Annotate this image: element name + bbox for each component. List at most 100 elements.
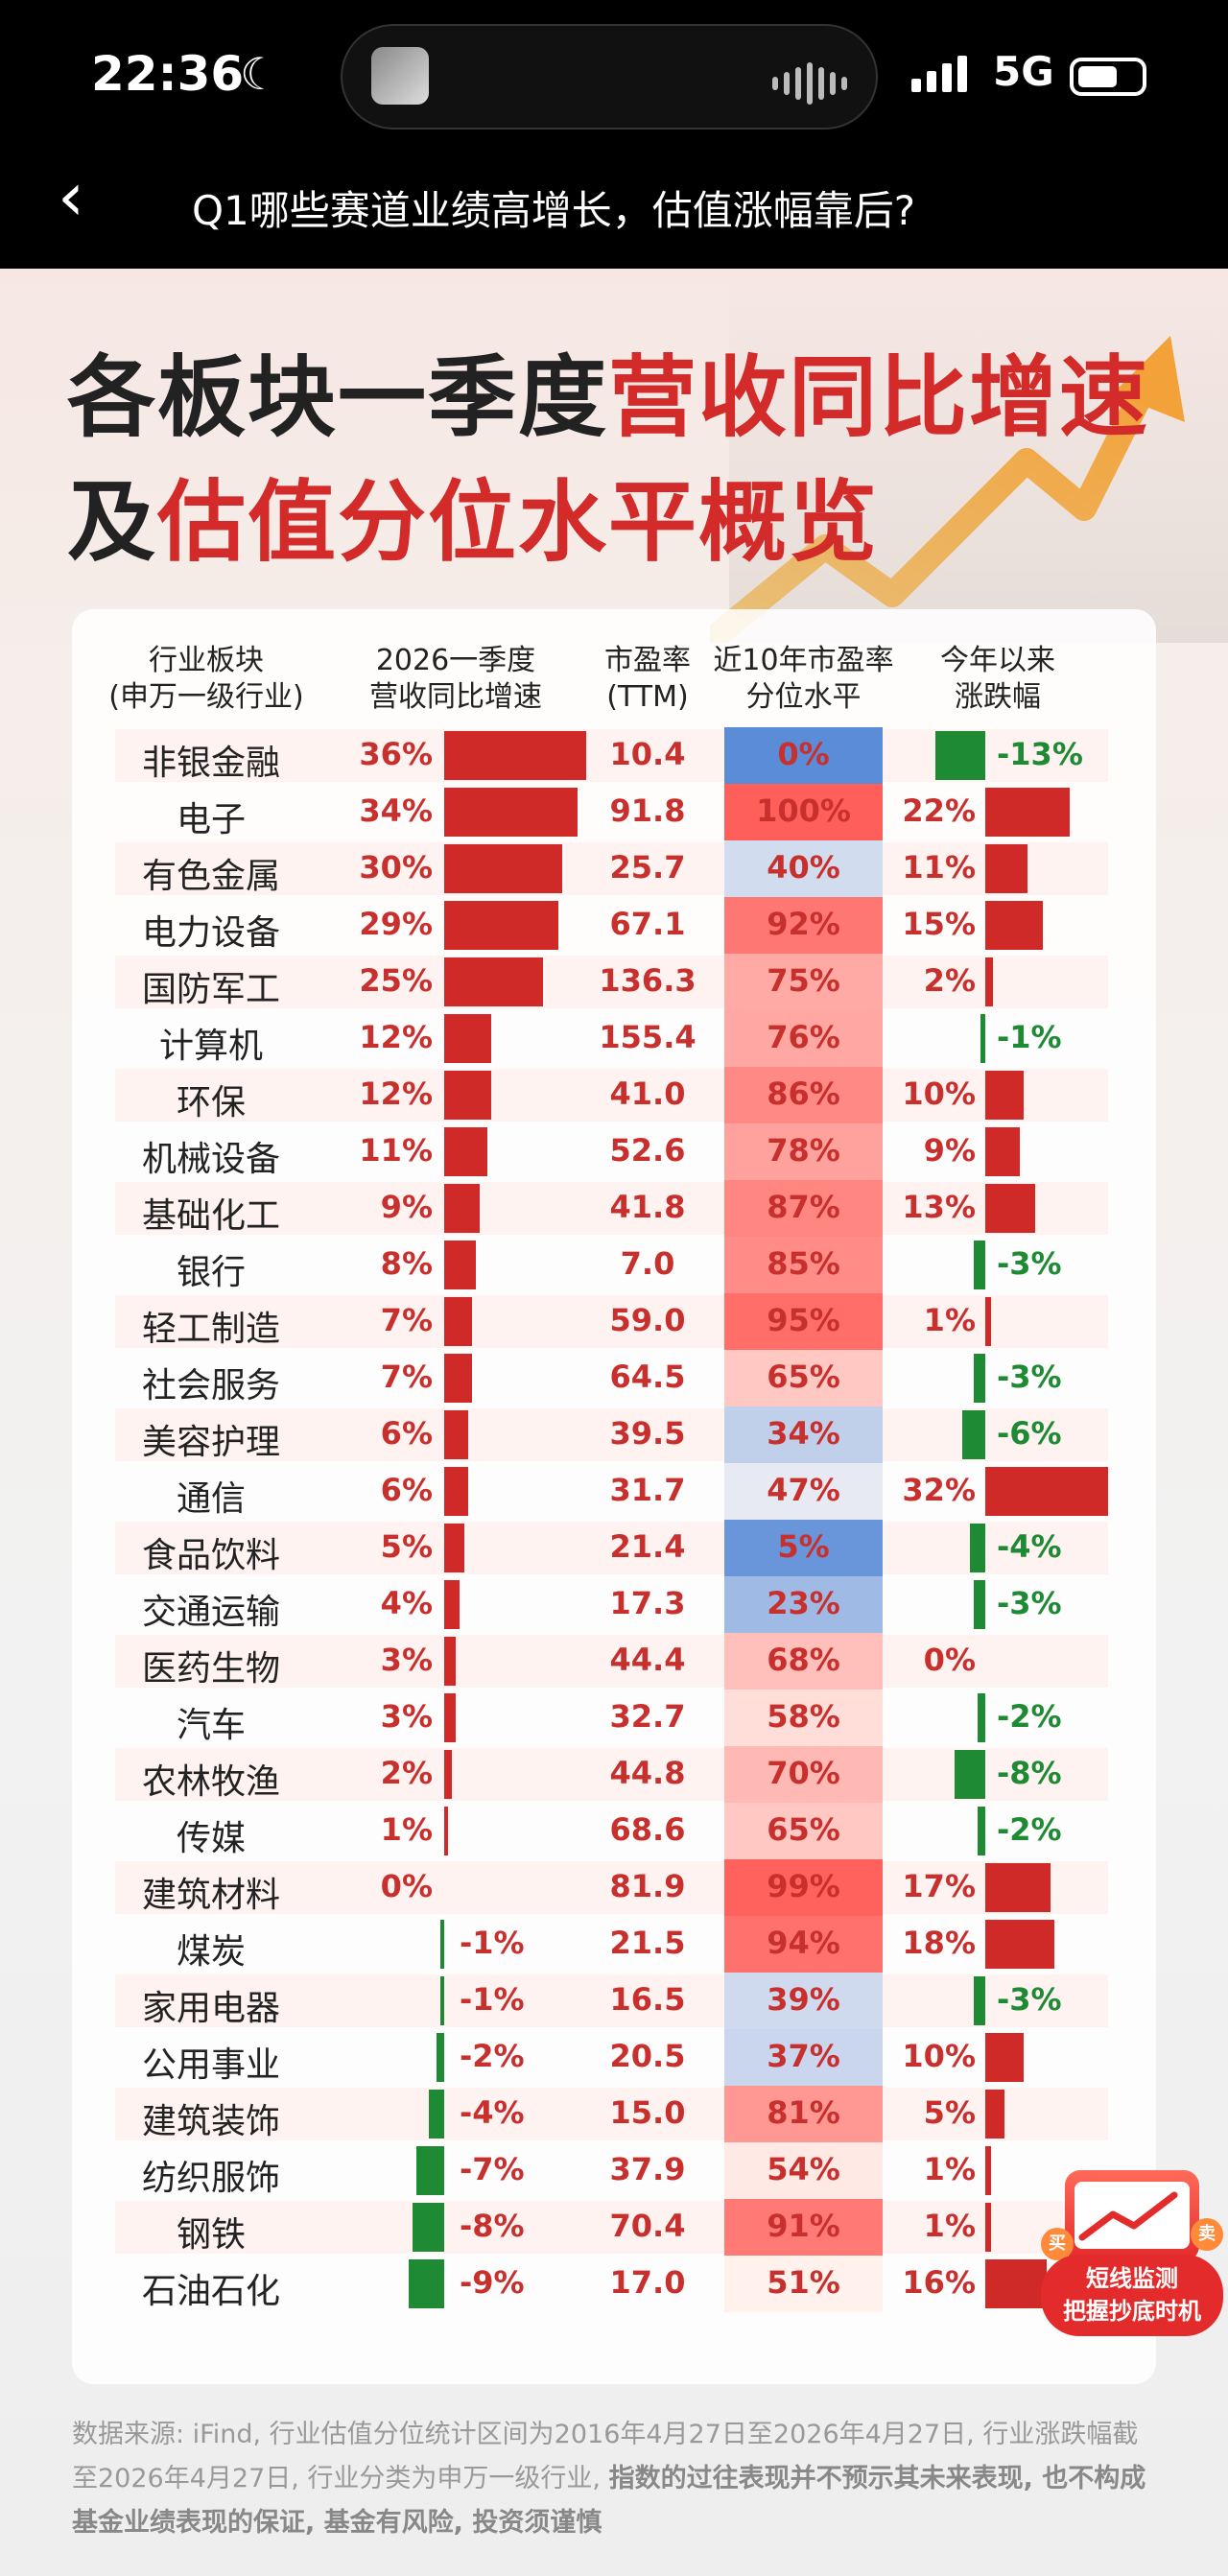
footnote: 数据来源: iFind, 行业估值分位统计区间为2016年4月27日至2026年… <box>72 2413 1156 2545</box>
growth-bar <box>444 901 558 950</box>
table-row: 食品饮料 5% 21.4 5% -4% <box>0 1520 1228 1576</box>
percentile-value: 39% <box>767 1981 840 2018</box>
table-row: 通信 6% 31.7 47% 32% <box>0 1463 1228 1520</box>
short-term-monitor-widget[interactable]: 买 卖 短线监测 把握抄底时机 <box>1041 2170 1223 2343</box>
ytd-bar <box>974 1354 985 1403</box>
pe-value: 136.3 <box>599 962 697 999</box>
back-chevron-icon[interactable]: ‹ <box>58 157 84 236</box>
sector-name: 交通运输 <box>141 1593 280 1632</box>
percentile-value: 99% <box>767 1868 840 1904</box>
sector-name: 传媒 <box>176 1819 246 1858</box>
ytd-bar <box>974 1241 985 1289</box>
buy-tag: 买 <box>1041 2228 1074 2260</box>
ytd-bar <box>985 1127 1020 1176</box>
growth-bar <box>444 1241 476 1289</box>
percentile-cell <box>724 2256 883 2312</box>
growth-value: 25% <box>359 962 433 999</box>
percentile-value: 37% <box>767 2038 840 2074</box>
growth-bar <box>444 788 579 837</box>
rising-arrow-icon <box>710 336 1185 643</box>
row-background <box>115 2088 1108 2140</box>
sector-name: 美容护理 <box>141 1423 280 1462</box>
growth-value: 3% <box>380 1698 433 1735</box>
growth-bar <box>436 2033 444 2082</box>
ytd-bar <box>985 901 1043 950</box>
ytd-value: -8% <box>997 1755 1062 1791</box>
percentile-value: 100% <box>756 792 851 829</box>
ytd-bar <box>980 1014 985 1063</box>
percentile-value: 70% <box>767 1755 840 1791</box>
growth-value: 36% <box>359 736 433 772</box>
growth-value: 8% <box>380 1245 433 1282</box>
network-label: 5G <box>993 48 1054 95</box>
percentile-value: 51% <box>767 2264 840 2301</box>
growth-value: 6% <box>380 1472 433 1508</box>
growth-value: 5% <box>380 1528 433 1565</box>
percentile-cell <box>724 2029 883 2086</box>
growth-bar <box>444 1184 480 1233</box>
percentile-cell <box>724 1973 883 2029</box>
percentile-value: 78% <box>767 1132 840 1169</box>
ytd-value: 5% <box>923 2094 976 2131</box>
sector-name: 电力设备 <box>141 913 280 953</box>
header-percentile-label: 近10年市盈率 <box>713 644 894 677</box>
ytd-value: 1% <box>923 2151 976 2187</box>
percentile-cell <box>724 784 883 840</box>
header-percentile-sub: 分位水平 <box>745 680 862 714</box>
table-row: 汽车 3% 32.7 58% -2% <box>0 1690 1228 1746</box>
audio-wave-icon <box>772 62 847 105</box>
ytd-bar <box>974 1580 985 1629</box>
growth-bar <box>428 2090 444 2139</box>
percentile-cell <box>724 1746 883 1803</box>
ytd-bar <box>955 1750 985 1799</box>
ytd-value: 32% <box>902 1472 976 1508</box>
header-growth-label: 2026一季度 <box>375 644 536 677</box>
dynamic-island[interactable] <box>341 24 878 130</box>
table-row: 国防军工 25% 136.3 75% 2% <box>0 954 1228 1010</box>
growth-bar <box>444 844 562 893</box>
ytd-value: -3% <box>997 1585 1062 1621</box>
table-row: 建筑装饰 -4% 15.0 81% 5% <box>0 2086 1228 2142</box>
header-percentile: 近10年市盈率 分位水平 <box>710 643 897 716</box>
ytd-bar <box>985 1863 1051 1912</box>
growth-value: 6% <box>380 1415 433 1452</box>
growth-bar <box>444 731 586 780</box>
sector-name: 电子 <box>176 800 246 839</box>
percentile-value: 92% <box>767 906 840 942</box>
table-row: 医药生物 3% 44.4 68% 0% <box>0 1633 1228 1690</box>
infographic: 各板块一季度营收同比增速 及估值分位水平概览 行业板块 (申万一级行业) 202… <box>0 269 1228 2576</box>
growth-value: 34% <box>359 792 433 829</box>
percentile-value: 65% <box>767 1811 840 1848</box>
header-ytd-label: 今年以来 <box>940 644 1055 677</box>
status-bar: 22:36 ☾ 5G <box>0 0 1228 158</box>
header-pe: 市盈率 (TTM) <box>590 643 705 716</box>
header-sector-sub: (申万一级行业) <box>108 680 304 714</box>
battery-icon <box>1070 58 1146 96</box>
moon-icon: ☾ <box>240 48 280 100</box>
ytd-value: -2% <box>997 1698 1062 1735</box>
pe-value: 64.5 <box>609 1359 686 1395</box>
percentile-value: 5% <box>777 1528 830 1565</box>
pe-value: 20.5 <box>609 2038 686 2074</box>
table-row: 石油石化 -9% 17.0 51% 16% <box>0 2256 1228 2312</box>
widget-button[interactable]: 短线监测 把握抄底时机 <box>1041 2255 1223 2336</box>
sector-name: 钢铁 <box>176 2215 246 2255</box>
table-row: 纺织服饰 -7% 37.9 54% 1% <box>0 2142 1228 2199</box>
ytd-bar <box>985 2259 1047 2308</box>
table-row: 银行 8% 7.0 85% -3% <box>0 1237 1228 1293</box>
percentile-value: 23% <box>767 1585 840 1621</box>
sector-name: 建筑材料 <box>141 1876 280 1915</box>
avatar <box>371 47 429 105</box>
percentile-value: 76% <box>767 1019 840 1055</box>
percentile-cell <box>724 2142 883 2199</box>
ytd-value: -13% <box>997 736 1083 772</box>
sector-name: 煤炭 <box>176 1932 246 1972</box>
ytd-bar <box>962 1410 985 1459</box>
growth-bar <box>416 2146 444 2195</box>
ytd-bar <box>985 1297 991 1346</box>
pe-value: 52.6 <box>609 1132 686 1169</box>
header-growth-sub: 营收同比增速 <box>369 680 542 714</box>
growth-value: 12% <box>359 1019 433 1055</box>
percentile-value: 95% <box>767 1302 840 1338</box>
growth-bar <box>409 2259 444 2308</box>
